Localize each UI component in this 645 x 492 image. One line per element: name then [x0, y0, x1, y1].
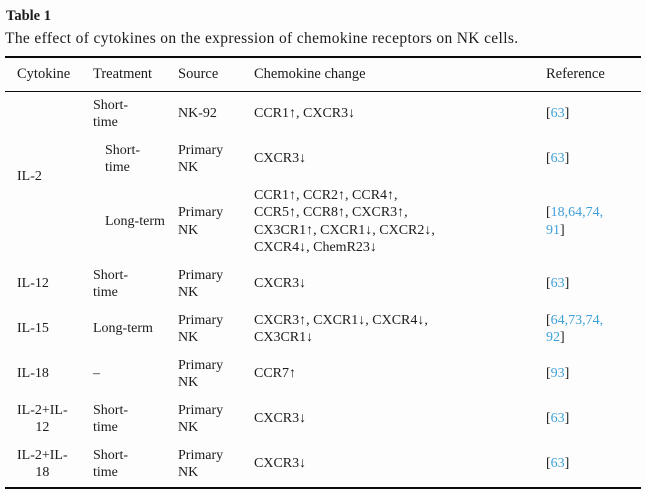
cell-chemokine-change: CXCR3↑, CXCR1↓, CXCR4↓, CX3CR1↓ — [254, 312, 428, 346]
table-row: IL-2 Short-time NK-92 CCR1↑, CXCR3↓ [63] — [5, 91, 641, 184]
cytokine-table: Cytokine Treatment Source Chemokine chan… — [5, 56, 641, 489]
cell-treatment: Short-time — [105, 142, 140, 176]
cytokine-label: IL-18 — [17, 366, 49, 382]
cell-reference: [63] — [546, 106, 570, 122]
cell-reference: [63] — [546, 276, 570, 292]
cell-chemokine-change: CXCR3↓ — [254, 276, 307, 292]
cell-treatment: Short-time — [93, 97, 128, 131]
table-caption: The effect of cytokines on the expressio… — [5, 30, 519, 47]
citation-link[interactable]: 63 — [550, 411, 565, 427]
cell-source: Primary NK — [178, 142, 224, 176]
citation-link[interactable]: 18 — [550, 205, 565, 220]
cell-source: Primary NK — [178, 447, 224, 481]
cell-source: Primary NK — [178, 312, 224, 346]
cell-treatment: Short-time — [93, 267, 128, 301]
cytokine-label: IL-15 — [17, 321, 49, 337]
citation-separator: , — [599, 312, 604, 328]
cell-source: Primary NK — [178, 402, 224, 436]
cell-chemokine-change: CCR7↑ — [254, 366, 297, 382]
table-row: IL-15 Long-term Primary NK CXCR3↑, CXCR1↓… — [5, 307, 641, 352]
cell-cytokine: IL-2 — [5, 91, 93, 262]
citation-link[interactable]: 93 — [550, 366, 565, 382]
citation-link[interactable]: 63 — [550, 276, 565, 292]
cytokine-label: IL-2 — [17, 168, 42, 184]
table-row: Long-term Primary NK CCR1↑, CCR2↑, CCR4↑,… — [5, 182, 641, 262]
citation-link[interactable]: 92 — [546, 330, 560, 345]
table-row: IL-12 Short-time Primary NK CXCR3↓ [63] — [5, 262, 641, 307]
cell-chemokine-change: CXCR3↓ — [254, 151, 307, 167]
cell-reference: [63] — [546, 411, 570, 427]
citation-link[interactable]: 73 — [568, 312, 583, 328]
citation-separator: , — [564, 312, 569, 328]
cell-reference: [64,73,74, 92] — [546, 312, 604, 346]
citation-link[interactable]: 64 — [550, 312, 565, 328]
citation-separator: , — [582, 312, 586, 328]
cell-cytokine: IL-18 — [5, 352, 93, 397]
cytokine-label: IL-12 — [17, 276, 49, 292]
citation-link[interactable]: 74 — [585, 312, 600, 328]
col-header-source: Source — [178, 57, 254, 92]
cell-treatment: Long-term — [93, 321, 153, 337]
cell-reference: [63] — [546, 151, 570, 167]
col-header-treatment: Treatment — [93, 57, 178, 92]
table-row: Short-time Primary NK CXCR3↓ [63] — [5, 137, 641, 182]
citation-link[interactable]: 63 — [550, 106, 565, 122]
cell-chemokine-change: CXCR3↓ — [254, 456, 307, 472]
table-row: IL-2+IL- 18 Short-time Primary NK CXCR3↓ [… — [5, 442, 641, 488]
citation-link[interactable]: 63 — [550, 151, 565, 167]
cell-source: Primary NK — [178, 357, 224, 391]
cell-cytokine: IL-2+IL- 12 — [5, 397, 93, 442]
cell-treatment: – — [93, 366, 100, 382]
citation-separator: , — [599, 205, 604, 220]
cell-chemokine-change: CXCR3↓ — [254, 411, 307, 427]
table-row: IL-2+IL- 12 Short-time Primary NK CXCR3↓ [… — [5, 397, 641, 442]
cell-cytokine: IL-2+IL- 18 — [5, 442, 93, 488]
col-header-cytokine: Cytokine — [5, 57, 93, 92]
cell-reference: [18,64,74, 91] — [546, 205, 604, 238]
table-title: Table 1 — [6, 8, 51, 24]
cell-chemokine-change: CCR1↑, CXCR3↓ — [254, 106, 356, 122]
citation-separator: , — [582, 205, 586, 220]
col-header-reference: Reference — [546, 57, 641, 92]
cell-cytokine: IL-15 — [5, 307, 93, 352]
col-header-chemokine-change: Chemokine change — [254, 57, 546, 92]
cell-source: NK-92 — [178, 106, 217, 122]
citation-link[interactable]: 74 — [585, 205, 600, 220]
cell-cytokine: IL-12 — [5, 262, 93, 307]
cell-treatment: Short-time — [93, 402, 128, 436]
cell-treatment: Short-time — [93, 447, 128, 481]
header-row: Cytokine Treatment Source Chemokine chan… — [5, 57, 641, 92]
cell-chemokine-change: CCR1↑, CCR2↑, CCR4↑, CCR5↑, CCR8↑, CXCR3↑… — [254, 187, 435, 256]
cell-reference: [93] — [546, 366, 570, 382]
table-row: IL-18 – Primary NK CCR7↑ [93] — [5, 352, 641, 397]
cytokine-label: IL-2+IL- 12 — [17, 402, 68, 436]
citation-link[interactable]: 63 — [550, 456, 565, 472]
cell-treatment: Long-term — [105, 213, 165, 229]
cytokine-label: IL-2+IL- 18 — [17, 447, 68, 481]
cell-reference: [63] — [546, 456, 570, 472]
citation-link[interactable]: 64 — [568, 205, 583, 220]
citation-separator: , — [564, 205, 569, 220]
cell-source: Primary NK — [178, 267, 224, 301]
cell-source: Primary NK — [178, 205, 224, 238]
citation-link[interactable]: 91 — [546, 222, 560, 238]
